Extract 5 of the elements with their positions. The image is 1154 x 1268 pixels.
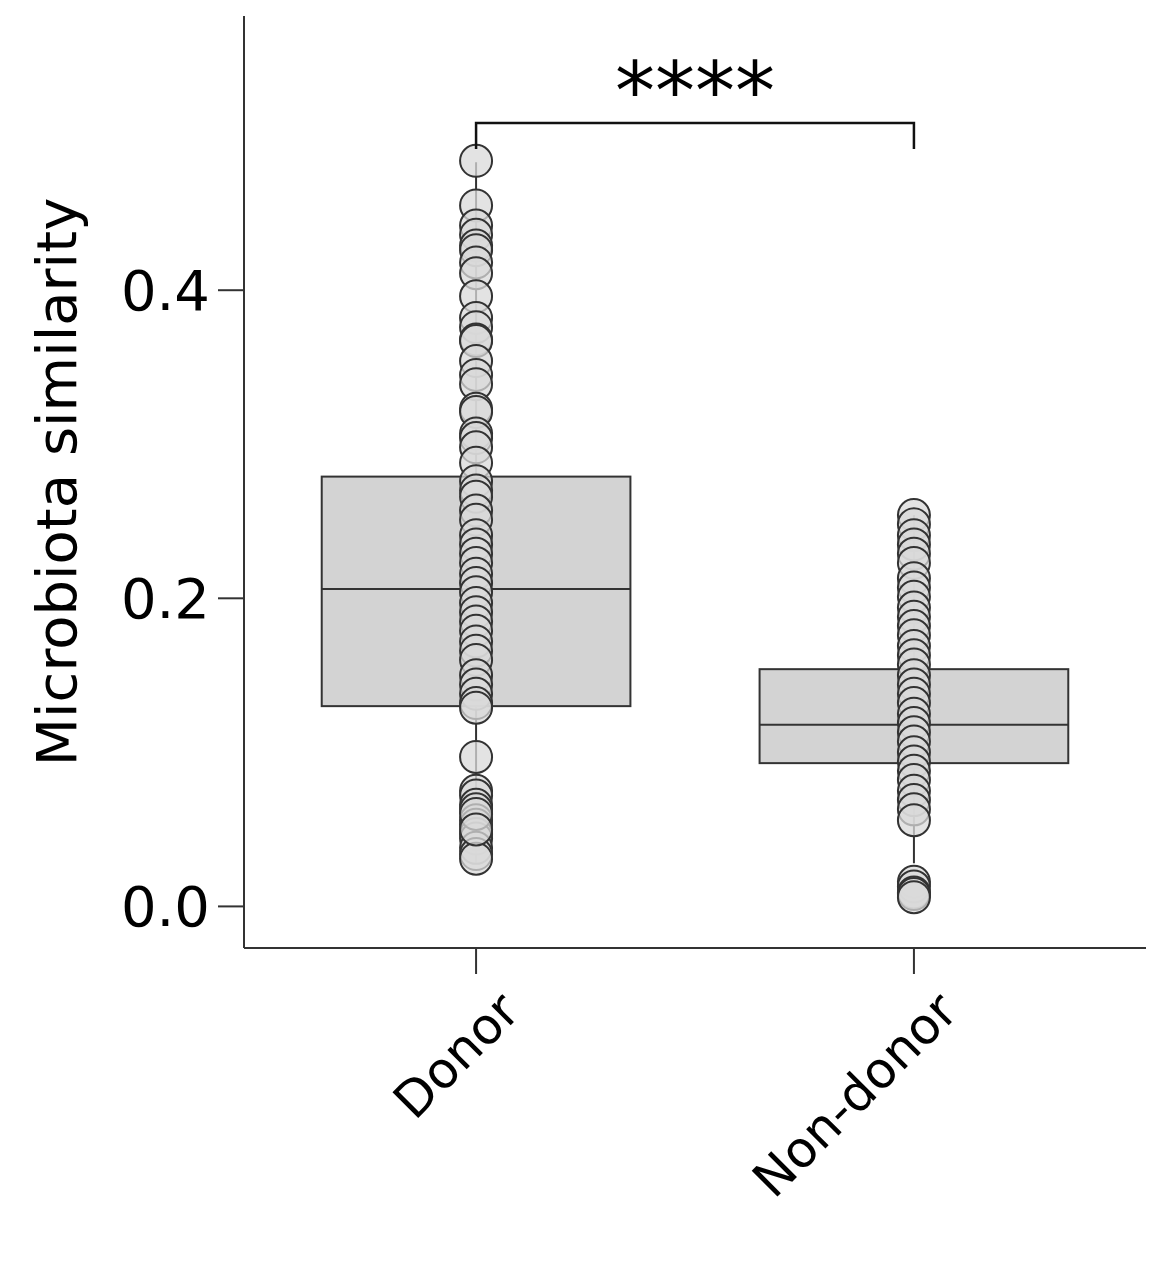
annotation: **** xyxy=(615,45,775,138)
y-axis-title: Microbiota similarity xyxy=(24,197,89,767)
y-tick-label: 0.0 xyxy=(120,873,210,939)
y-tick-label: 0.4 xyxy=(120,257,210,323)
y-tick-label: 0.2 xyxy=(120,565,210,631)
